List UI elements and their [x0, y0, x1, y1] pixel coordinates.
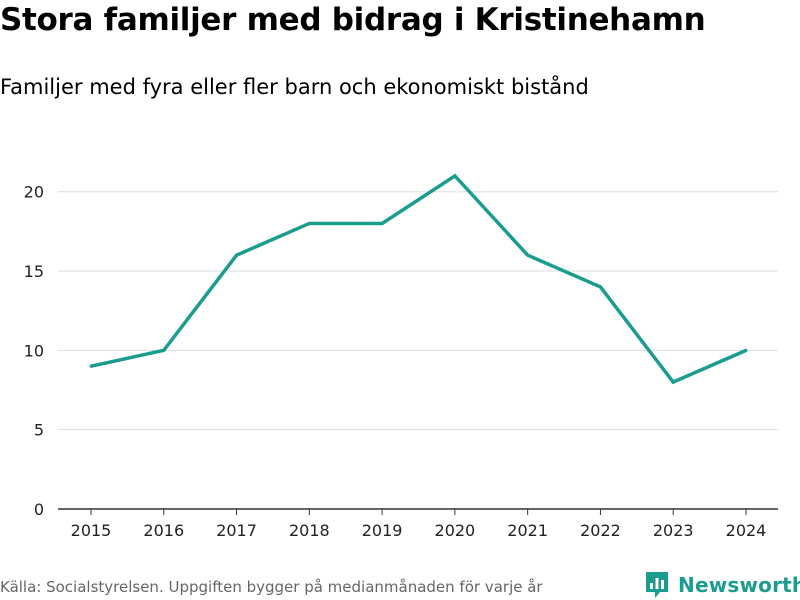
x-tick-label: 2023 — [653, 521, 694, 540]
data-point[interactable] — [162, 348, 166, 352]
brand-name: Newsworthy — [678, 573, 800, 597]
data-point[interactable] — [744, 348, 748, 352]
x-tick-label: 2020 — [435, 521, 476, 540]
x-tick-label: 2016 — [143, 521, 184, 540]
x-tick-label: 2015 — [71, 521, 112, 540]
data-point[interactable] — [671, 380, 675, 384]
data-point[interactable] — [235, 253, 239, 257]
chart-subtitle: Familjer med fyra eller fler barn och ek… — [0, 75, 589, 99]
chart-title: Stora familjer med bidrag i Kristinehamn — [0, 2, 706, 38]
series-line — [90, 173, 747, 385]
source-note: Källa: Socialstyrelsen. Uppgiften bygger… — [0, 578, 543, 596]
x-axis: 2015 2016 2017 2018 2019 2020 2021 2022 2023 2024 — [58, 508, 778, 540]
y-tick-label: 5 — [34, 421, 44, 440]
y-axis-ticks: 0 5 10 15 20 — [24, 183, 44, 519]
series-layer — [89, 173, 748, 385]
x-tick-label: 2022 — [580, 521, 621, 540]
data-point[interactable] — [307, 221, 311, 225]
x-tick-label: 2021 — [507, 521, 548, 540]
x-tick-label: 2018 — [289, 521, 330, 540]
brand-logo[interactable]: Newsworthy — [644, 570, 800, 600]
y-tick-label: 15 — [24, 262, 44, 281]
y-tick-label: 10 — [24, 341, 44, 360]
y-tick-label: 0 — [34, 500, 44, 519]
gridlines — [58, 191, 778, 431]
data-point[interactable] — [453, 174, 457, 178]
newsworthy-icon — [646, 572, 668, 598]
x-tick-label: 2024 — [726, 521, 767, 540]
data-point[interactable] — [526, 253, 530, 257]
x-tick-label: 2017 — [216, 521, 257, 540]
y-tick-label: 20 — [24, 183, 44, 202]
x-tick-label: 2019 — [362, 521, 403, 540]
data-point[interactable] — [380, 221, 384, 225]
data-point[interactable] — [598, 285, 602, 289]
data-point[interactable] — [89, 364, 93, 368]
